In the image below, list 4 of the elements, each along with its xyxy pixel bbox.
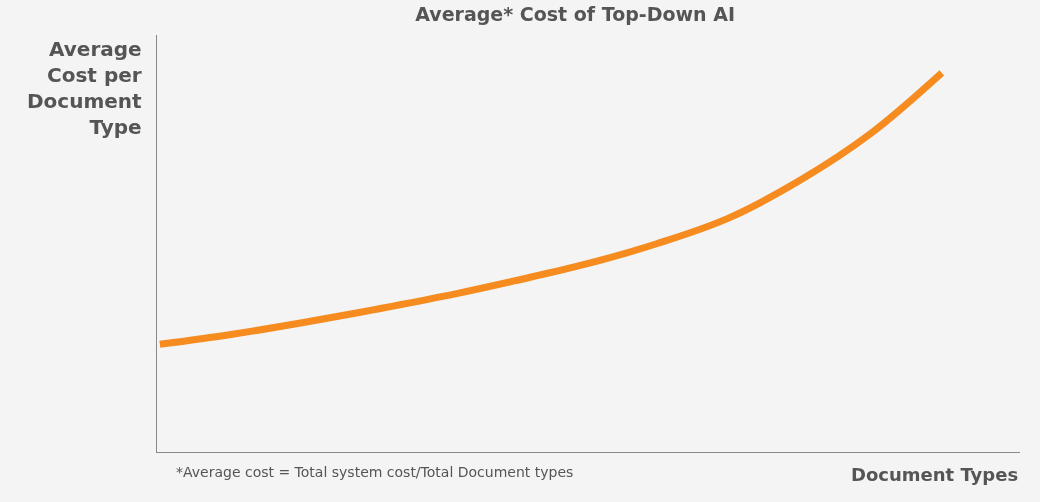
x-axis-title: Document Types: [851, 464, 1019, 485]
chart-title: Average* Cost of Top-Down AI: [415, 2, 735, 25]
text: *Average cost = Total system cost/Total Document types: [176, 464, 574, 480]
y-axis-title: Average Cost per Document Type: [27, 37, 143, 139]
